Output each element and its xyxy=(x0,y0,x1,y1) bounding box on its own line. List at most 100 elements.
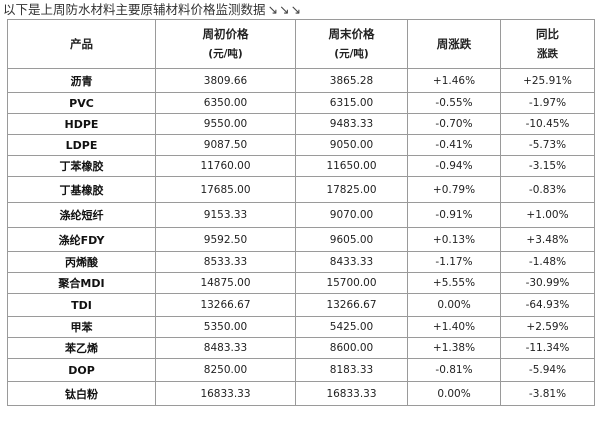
start-price-cell: 13266.67 xyxy=(155,293,296,317)
yoy-change-cell: +2.59% xyxy=(500,316,595,338)
product-name-cell: 涤纶FDY xyxy=(7,227,156,252)
product-name-cell: TDI xyxy=(7,293,156,317)
end-price-cell: 9605.00 xyxy=(295,227,408,252)
yoy-change-cell: -5.73% xyxy=(500,134,595,156)
weekly-change-cell: -0.55% xyxy=(407,92,501,114)
weekly-change-cell: -1.17% xyxy=(407,251,501,273)
product-name-cell: 苯乙烯 xyxy=(7,337,156,359)
product-name-cell: 丁基橡胶 xyxy=(7,176,156,203)
product-name-cell: 涤纶短纤 xyxy=(7,202,156,228)
start-price-cell: 3809.66 xyxy=(155,68,296,93)
start-price-cell: 9550.00 xyxy=(155,113,296,135)
header-start-price: 周初价格 (元/吨) xyxy=(155,19,296,69)
end-price-cell: 8600.00 xyxy=(295,337,408,359)
product-name-cell: 钛白粉 xyxy=(7,381,156,406)
caption-text: 以下是上周防水材料主要原辅材料价格监测数据 xyxy=(3,2,266,17)
header-yoy-label-2: 涨跌 xyxy=(537,48,558,60)
product-name-cell: DOP xyxy=(7,358,156,382)
header-start-price-label: 周初价格 xyxy=(202,27,249,41)
start-price-cell: 9153.33 xyxy=(155,202,296,228)
weekly-change-cell: -0.41% xyxy=(407,134,501,156)
table-row: 涤纶FDY 9592.50 9605.00 +0.13% +3.48% xyxy=(7,227,595,252)
page-caption: 以下是上周防水材料主要原辅材料价格监测数据 ↘↘↘ xyxy=(3,2,302,18)
start-price-cell: 16833.33 xyxy=(155,381,296,406)
table-row: 丁基橡胶 17685.00 17825.00 +0.79% -0.83% xyxy=(7,176,595,203)
table-row: 丁苯橡胶 11760.00 11650.00 -0.94% -3.15% xyxy=(7,155,595,177)
table-row: 沥青 3809.66 3865.28 +1.46% +25.91% xyxy=(7,68,595,93)
weekly-change-cell: +1.46% xyxy=(407,68,501,93)
weekly-change-cell: +5.55% xyxy=(407,272,501,294)
end-price-cell: 6315.00 xyxy=(295,92,408,114)
price-table: 产品 周初价格 (元/吨) 周末价格 (元/吨) 周涨跌 同比 涨跌 沥青 380… xyxy=(7,19,595,406)
start-price-cell: 14875.00 xyxy=(155,272,296,294)
weekly-change-cell: -0.70% xyxy=(407,113,501,135)
product-name-cell: 聚合MDI xyxy=(7,272,156,294)
table-row: 甲苯 5350.00 5425.00 +1.40% +2.59% xyxy=(7,316,595,338)
product-name-cell: HDPE xyxy=(7,113,156,135)
table-row: 丙烯酸 8533.33 8433.33 -1.17% -1.48% xyxy=(7,251,595,273)
table-row: 涤纶短纤 9153.33 9070.00 -0.91% +1.00% xyxy=(7,202,595,228)
table-row: PVC 6350.00 6315.00 -0.55% -1.97% xyxy=(7,92,595,114)
end-price-cell: 9070.00 xyxy=(295,202,408,228)
product-name-cell: PVC xyxy=(7,92,156,114)
table-row: HDPE 9550.00 9483.33 -0.70% -10.45% xyxy=(7,113,595,135)
header-end-price: 周末价格 (元/吨) xyxy=(295,19,408,69)
yoy-change-cell: -3.15% xyxy=(500,155,595,177)
table-row: 苯乙烯 8483.33 8600.00 +1.38% -11.34% xyxy=(7,337,595,359)
end-price-cell: 17825.00 xyxy=(295,176,408,203)
weekly-change-cell: -0.94% xyxy=(407,155,501,177)
header-weekly-change: 周涨跌 xyxy=(407,19,501,69)
start-price-cell: 6350.00 xyxy=(155,92,296,114)
header-product: 产品 xyxy=(7,19,156,69)
start-price-cell: 8250.00 xyxy=(155,358,296,382)
yoy-change-cell: -3.81% xyxy=(500,381,595,406)
yoy-change-cell: -1.48% xyxy=(500,251,595,273)
yoy-change-cell: +3.48% xyxy=(500,227,595,252)
header-start-price-unit: (元/吨) xyxy=(208,48,243,60)
yoy-change-cell: -0.83% xyxy=(500,176,595,203)
header-yoy-change: 同比 涨跌 xyxy=(500,19,595,69)
start-price-cell: 8483.33 xyxy=(155,337,296,359)
end-price-cell: 8433.33 xyxy=(295,251,408,273)
weekly-change-cell: 0.00% xyxy=(407,381,501,406)
yoy-change-cell: -1.97% xyxy=(500,92,595,114)
end-price-cell: 9050.00 xyxy=(295,134,408,156)
end-price-cell: 9483.33 xyxy=(295,113,408,135)
product-name-cell: 丁苯橡胶 xyxy=(7,155,156,177)
header-yoy-label: 同比 xyxy=(536,27,559,41)
end-price-cell: 16833.33 xyxy=(295,381,408,406)
yoy-change-cell: +1.00% xyxy=(500,202,595,228)
yoy-change-cell: -30.99% xyxy=(500,272,595,294)
yoy-change-cell: +25.91% xyxy=(500,68,595,93)
weekly-change-cell: +0.79% xyxy=(407,176,501,203)
yoy-change-cell: -11.34% xyxy=(500,337,595,359)
yoy-change-cell: -10.45% xyxy=(500,113,595,135)
start-price-cell: 5350.00 xyxy=(155,316,296,338)
start-price-cell: 8533.33 xyxy=(155,251,296,273)
table-row: LDPE 9087.50 9050.00 -0.41% -5.73% xyxy=(7,134,595,156)
start-price-cell: 17685.00 xyxy=(155,176,296,203)
start-price-cell: 9592.50 xyxy=(155,227,296,252)
product-name-cell: 沥青 xyxy=(7,68,156,93)
yoy-change-cell: -64.93% xyxy=(500,293,595,317)
weekly-change-cell: +1.38% xyxy=(407,337,501,359)
weekly-change-cell: +0.13% xyxy=(407,227,501,252)
header-end-price-label: 周末价格 xyxy=(328,27,375,41)
product-name-cell: 丙烯酸 xyxy=(7,251,156,273)
down-right-arrows-icon: ↘↘↘ xyxy=(267,2,302,17)
table-body: 沥青 3809.66 3865.28 +1.46% +25.91% PVC 6350.00 6… xyxy=(7,68,595,406)
weekly-change-cell: +1.40% xyxy=(407,316,501,338)
table-header-row: 产品 周初价格 (元/吨) 周末价格 (元/吨) 周涨跌 同比 涨跌 xyxy=(7,19,595,69)
yoy-change-cell: -5.94% xyxy=(500,358,595,382)
start-price-cell: 9087.50 xyxy=(155,134,296,156)
product-name-cell: 甲苯 xyxy=(7,316,156,338)
weekly-change-cell: -0.81% xyxy=(407,358,501,382)
header-end-price-unit: (元/吨) xyxy=(334,48,369,60)
end-price-cell: 3865.28 xyxy=(295,68,408,93)
end-price-cell: 13266.67 xyxy=(295,293,408,317)
weekly-change-cell: 0.00% xyxy=(407,293,501,317)
table-row: TDI 13266.67 13266.67 0.00% -64.93% xyxy=(7,293,595,317)
table-row: DOP 8250.00 8183.33 -0.81% -5.94% xyxy=(7,358,595,382)
table-row: 钛白粉 16833.33 16833.33 0.00% -3.81% xyxy=(7,381,595,406)
end-price-cell: 5425.00 xyxy=(295,316,408,338)
